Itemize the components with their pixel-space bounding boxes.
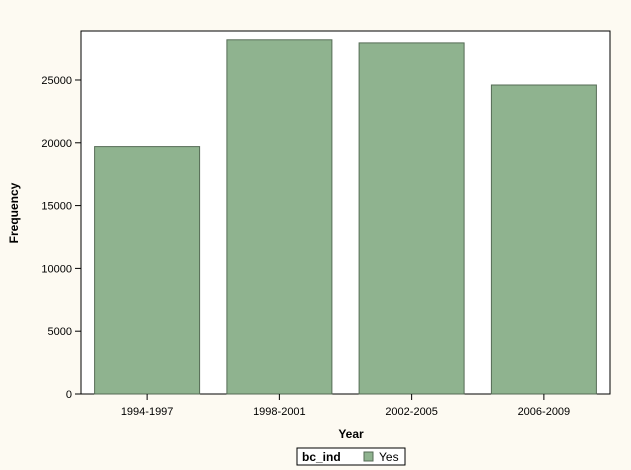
bar-1994-1997 bbox=[94, 146, 201, 395]
bar-2006-2009 bbox=[490, 84, 597, 395]
y-axis-title: Frequency bbox=[7, 182, 21, 243]
legend-entry-yes: Yes bbox=[379, 450, 399, 464]
x-tick-label-2002-2005: 2002-2005 bbox=[385, 406, 438, 418]
x-tick-label-1998-2001: 1998-2001 bbox=[253, 406, 306, 418]
y-axis-ticks: 0 5000 10000 15000 20000 25000 bbox=[41, 75, 81, 401]
bars-group bbox=[94, 39, 597, 395]
y-tick-label-5000: 5000 bbox=[48, 326, 72, 338]
legend: bc_ind Yes bbox=[296, 447, 406, 466]
x-axis-ticks: 1994-1997 1998-2001 2002-2005 2006-2009 bbox=[121, 394, 570, 418]
bar-1998-2001 bbox=[226, 39, 333, 395]
y-tick-label-0: 0 bbox=[66, 389, 72, 401]
legend-box bbox=[296, 447, 406, 466]
bar-2002-2005 bbox=[358, 42, 465, 395]
y-tick-label-15000: 15000 bbox=[41, 201, 72, 213]
x-tick-label-2006-2009: 2006-2009 bbox=[518, 406, 571, 418]
legend-swatch bbox=[363, 451, 374, 462]
y-tick-label-20000: 20000 bbox=[41, 138, 72, 150]
x-tick-label-1994-1997: 1994-1997 bbox=[121, 406, 174, 418]
y-tick-label-25000: 25000 bbox=[41, 75, 72, 87]
x-axis-title: Year bbox=[338, 427, 364, 441]
y-tick-label-10000: 10000 bbox=[41, 263, 72, 275]
legend-title: bc_ind bbox=[302, 450, 341, 464]
